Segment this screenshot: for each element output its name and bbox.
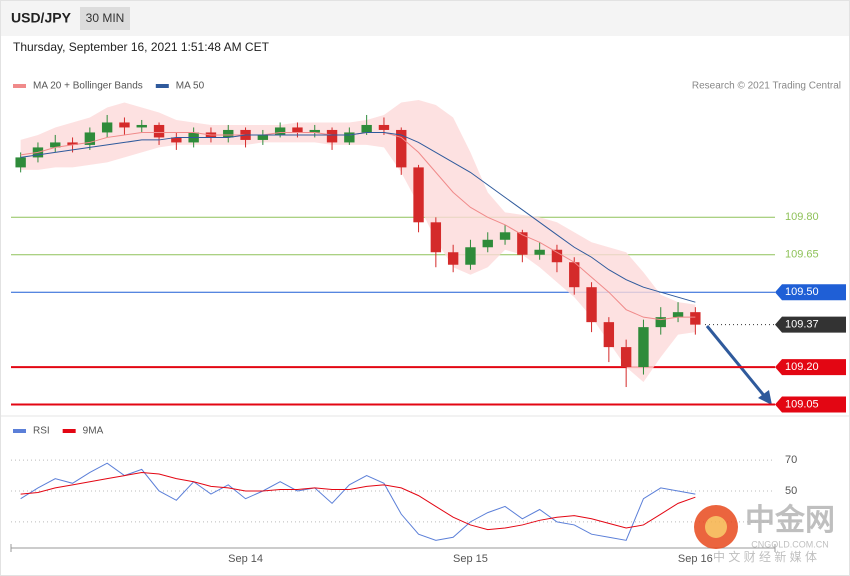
watermark-logo (705, 516, 727, 538)
header-bar (1, 1, 849, 36)
rsi-line (20, 471, 696, 531)
chart-title: USD/JPY (11, 10, 72, 26)
candle-body (344, 132, 355, 143)
level-badge (775, 316, 846, 333)
y-tick-label: 70 (785, 454, 797, 466)
forecast-arrow (705, 325, 768, 399)
candle-body (482, 239, 493, 248)
candle-body (447, 252, 459, 265)
legend-label: MA 20 + Bollinger Bands (33, 81, 143, 92)
candle-body (672, 312, 684, 318)
ma-line (20, 131, 696, 303)
candle-body (257, 134, 269, 140)
candle-body (499, 232, 511, 240)
candle-body (84, 132, 96, 145)
subtitle: Thursday, September 16, 2021 1:51:48 AM … (13, 40, 270, 54)
forecast-arrowhead (758, 390, 772, 405)
candle-body (465, 247, 476, 265)
x-tick-label: Sep 14 (228, 553, 263, 565)
timeframe-badge[interactable] (80, 7, 130, 30)
watermark-text: 中金网 (745, 503, 835, 537)
legend-swatch (155, 84, 169, 88)
level-label: 109.50 (785, 286, 819, 298)
timeframe[interactable]: 30 MIN (86, 11, 125, 25)
candle-body (50, 142, 61, 148)
candle-body (361, 124, 372, 133)
legend-label: 9MA (83, 426, 104, 437)
candle-body (326, 129, 338, 143)
rsi-line (20, 462, 696, 541)
level-label: 109.80 (785, 211, 819, 223)
candle-body (517, 232, 528, 255)
level-label: 109.05 (785, 398, 819, 410)
candle-body (396, 129, 407, 168)
legend-swatch (62, 429, 76, 433)
candle-body (551, 249, 563, 263)
candle-body (101, 122, 113, 133)
x-tick-label: Sep 16 (678, 553, 713, 565)
candle-body (690, 312, 701, 325)
candle-body (67, 142, 78, 145)
level-label: 109.20 (785, 361, 819, 373)
candle-body (171, 137, 182, 143)
level-badge (775, 396, 846, 413)
candle-body (378, 124, 390, 130)
source: Research © 2021 Trading Central (692, 81, 841, 92)
watermark-slogan: 中 文 财 经 新 媒 体 (713, 549, 817, 564)
candle-body (620, 347, 632, 368)
legend-swatch (13, 84, 26, 88)
level-label: 109.37 (785, 319, 819, 331)
legend-swatch (13, 429, 26, 433)
candle-body (534, 249, 545, 255)
candle-body (603, 322, 615, 348)
level-badge (775, 284, 846, 301)
candle-body (136, 124, 147, 128)
candle-body (309, 129, 320, 133)
candle-body (638, 327, 649, 368)
candle-body (569, 262, 580, 288)
candle-body (274, 127, 286, 135)
watermark-domain: CNGOLD.COM.CN (751, 539, 829, 549)
y-tick-label: 50 (785, 485, 797, 497)
candle-body (430, 222, 442, 253)
x-tick-label: Sep 15 (453, 553, 488, 565)
candle-body (413, 167, 424, 223)
watermark: 中金网 CNGOLD.COM.CN 中 文 财 经 新 媒 体 (694, 503, 835, 564)
legend-label: MA 50 (176, 81, 205, 92)
candle-body (15, 157, 26, 168)
legend-label: RSI (33, 426, 50, 437)
candle-body (292, 127, 303, 133)
level-label: 109.65 (785, 249, 819, 261)
candle-body (153, 124, 165, 138)
candle-body (119, 122, 130, 128)
candle-body (655, 317, 666, 328)
candle-body (586, 287, 597, 323)
candle-body (223, 129, 234, 138)
level-badge (775, 359, 846, 376)
